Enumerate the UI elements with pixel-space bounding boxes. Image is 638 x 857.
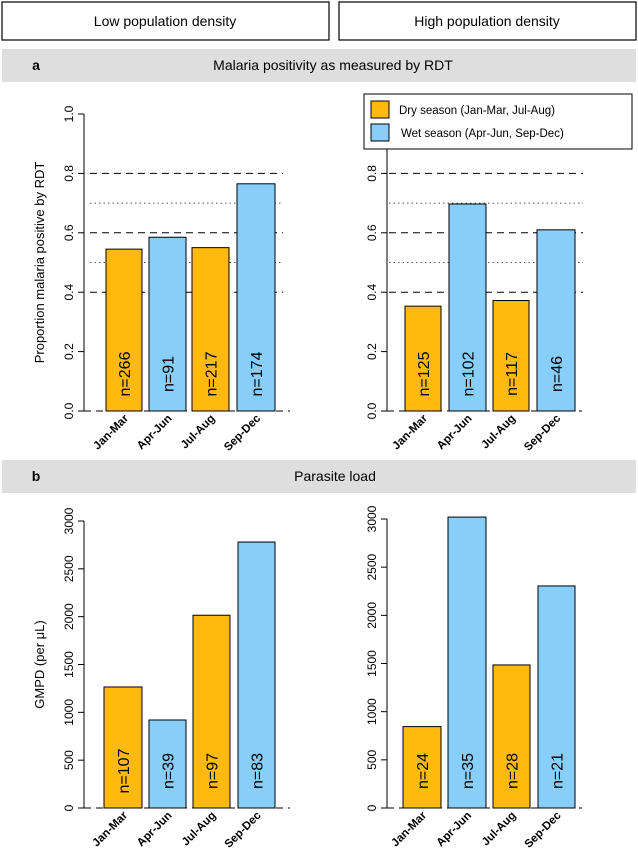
section-b-title: Parasite load [294, 468, 376, 484]
y-tick-label: 500 [62, 750, 76, 770]
bar-n-label: n=217 [204, 351, 221, 396]
y-tick-label: 0 [365, 804, 379, 811]
x-category-label: Apr-Jun [135, 810, 175, 850]
y-tick-label: 3000 [62, 507, 76, 534]
y-tick-label: 0.0 [62, 402, 76, 419]
header-box-low [1, 1, 330, 41]
header-high-density: High population density [414, 13, 560, 29]
y-tick-label: 0 [62, 804, 76, 811]
bar-n-label: n=28 [505, 753, 522, 789]
bar-apr-jun [148, 719, 187, 809]
bar-n-label: n=174 [249, 351, 266, 396]
x-category-label: Jul-Aug [179, 413, 218, 452]
legend: Dry season (Jan-Mar, Jul-Aug) Wet season… [363, 93, 633, 150]
bar-sep-dec [237, 541, 276, 809]
section-a-title: Malaria positivity as measured by RDT [213, 57, 453, 73]
y-tick-label: 2000 [365, 602, 379, 629]
bar-jan-mar [404, 305, 442, 412]
bar-jul-aug [192, 614, 231, 809]
header-box-high [338, 1, 637, 41]
x-category-label: Sep-Dec [222, 412, 263, 453]
chart-a-low: 0.0 0.2 0.4 0.6 0.8 1.0 n=266 Jan-Mar n=91 Apr-Ju… [32, 105, 290, 454]
x-category-label: Jan-Mar [91, 412, 131, 452]
x-category-label: Sep-Dec [523, 809, 564, 850]
y-tick-label: 1.0 [62, 105, 76, 122]
chart-b-high: 0 500 1000 1500 2000 2500 3000 n=24 Jan-Mar n=35 A… [365, 505, 582, 851]
y-tick-label: 0.4 [365, 284, 379, 301]
bar-n-label: n=24 [415, 753, 432, 789]
x-category-label: Apr-Jun [435, 413, 475, 453]
bar-n-label: n=266 [117, 351, 134, 396]
bar-apr-jun [447, 516, 487, 809]
x-category-label: Jul-Aug [180, 810, 219, 849]
y-tick-label: 1000 [365, 698, 379, 725]
bar-n-label: n=102 [461, 351, 478, 396]
x-category-label: Sep-Dec [223, 809, 264, 850]
bar-n-label: n=97 [205, 753, 222, 789]
y-axis-title: GMPD (per μL) [32, 620, 47, 708]
y-tick-label: 0.6 [365, 224, 379, 241]
bar-jan-mar [105, 248, 143, 412]
legend-dry-swatch [370, 100, 390, 119]
legend-dry-label: Dry season (Jan-Mar, Jul-Aug) [399, 105, 555, 117]
y-tick-label: 2000 [62, 603, 76, 630]
y-tick-label: 0.6 [62, 224, 76, 241]
x-category-label: Jan-Mar [90, 809, 130, 849]
x-category-label: Apr-Jun [135, 413, 175, 453]
bar-n-label: n=83 [250, 753, 267, 789]
bar-jul-aug [191, 247, 230, 412]
section-b-letter: b [32, 468, 41, 484]
section-b-band [2, 460, 636, 493]
bar-n-label: n=91 [161, 356, 178, 392]
legend-wet-label: Wet season (Apr-Jun, Sep-Dec) [401, 128, 564, 140]
legend-wet-swatch [370, 123, 390, 142]
section-a-letter: a [32, 57, 40, 73]
bar-n-label: n=125 [416, 351, 433, 396]
x-category-label: Apr-Jun [434, 810, 474, 850]
bar-n-label: n=46 [549, 356, 566, 392]
bar-apr-jun [448, 203, 487, 412]
y-tick-label: 0.0 [365, 402, 379, 419]
bar-sep-dec [236, 183, 276, 412]
bar-n-label: n=21 [550, 753, 567, 789]
chart-a-high: 0.00.20.40.60.81.0n=125Jan-Marn=102Apr-J… [365, 105, 583, 454]
bar-n-label: n=35 [460, 753, 477, 789]
y-tick-label: 2500 [62, 555, 76, 582]
bar-n-label: n=117 [504, 352, 521, 396]
y-tick-label: 1000 [62, 699, 76, 726]
chart-b-low: 0 500 1000 1500 2000 2500 3000 n=107 Jan-Mar n=39… [32, 507, 290, 851]
y-tick-label: 0.8 [365, 165, 379, 182]
y-tick-label: 0.4 [62, 284, 76, 301]
x-category-label: Jan-Mar [389, 809, 429, 849]
y-tick-label: 2500 [365, 553, 379, 580]
y-tick-label: 500 [365, 750, 379, 770]
bar-sep-dec [537, 585, 576, 809]
x-category-label: Jul-Aug [480, 810, 519, 849]
y-tick-label: 1500 [62, 651, 76, 678]
y-tick-label: 0.2 [62, 343, 76, 360]
bar-jan-mar [103, 686, 143, 809]
y-axis-title: Proportion malaria positive by RDT [32, 162, 47, 364]
y-tick-label: 0.8 [62, 165, 76, 182]
y-tick-label: 3000 [365, 505, 379, 532]
bar-apr-jun [148, 236, 187, 412]
section-a-band [2, 49, 636, 82]
bar-jul-aug [492, 664, 531, 809]
y-tick-label: 1500 [365, 650, 379, 677]
bar-n-label: n=107 [116, 748, 133, 793]
legend-box [363, 93, 633, 150]
y-tick-label: 0.2 [365, 343, 379, 360]
x-category-label: Jan-Mar [390, 412, 430, 452]
bar-jul-aug [492, 300, 530, 412]
x-category-label: Jul-Aug [479, 413, 518, 452]
bar-sep-dec [536, 229, 576, 412]
bar-jan-mar [402, 726, 442, 809]
x-category-label: Sep-Dec [522, 412, 563, 453]
bar-n-label: n=39 [161, 753, 178, 789]
header-low-density: Low population density [94, 13, 236, 29]
